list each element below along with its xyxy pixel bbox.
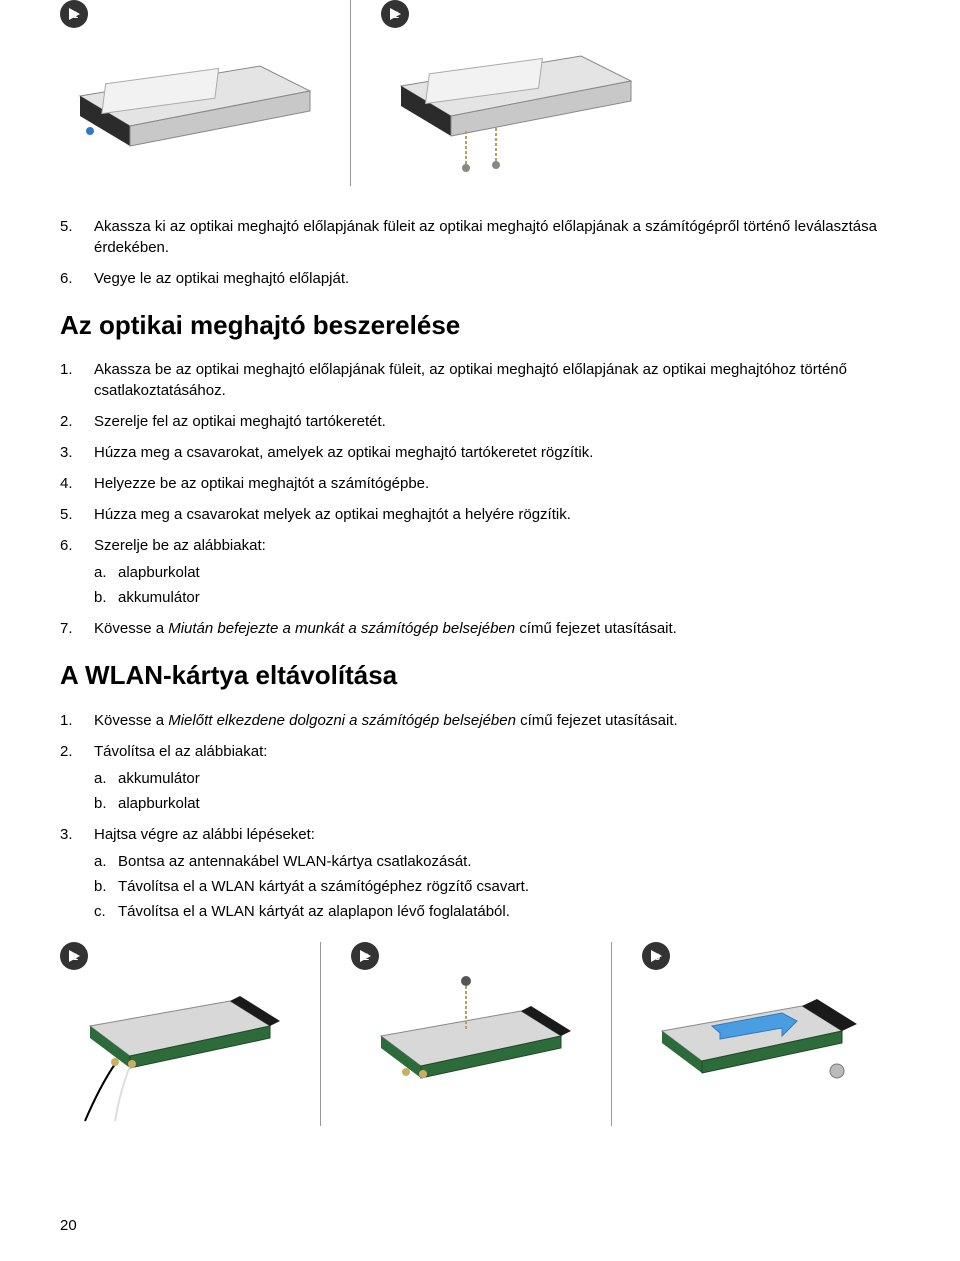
list-item: Szerelje fel az optikai meghajtó tartóke…: [60, 411, 900, 432]
figure-divider: [350, 0, 351, 186]
optical-drive-illustration-1: [60, 36, 320, 166]
list-item: Szerelje be az alábbiakat: alapburkolat …: [60, 535, 900, 608]
list-item: Húzza meg a csavarokat melyek az optikai…: [60, 504, 900, 525]
heading-remove-wlan: A WLAN-kártya eltávolítása: [60, 657, 900, 693]
instruction-text: Húzza meg a csavarokat, amelyek az optik…: [94, 444, 593, 461]
step-badge-1: 1: [60, 0, 88, 28]
instruction-text: Távolítsa el az alábbiakat:: [94, 743, 267, 760]
step-badge-b1: 1: [60, 942, 88, 970]
step-badge-2: 2: [381, 0, 409, 28]
wlan-illustration-1: [60, 976, 290, 1126]
instruction-text: Szerelje fel az optikai meghajtó tartóke…: [94, 413, 386, 430]
instruction-text: Hajtsa végre az alábbi lépéseket:: [94, 826, 315, 843]
instruction-list-c: Kövesse a Mielőtt elkezdene dolgozni a s…: [60, 710, 900, 922]
figure-wlan-card: 1 2 3: [60, 942, 900, 1126]
instruction-text: Akassza ki az optikai meghajtó előlapján…: [94, 218, 877, 256]
instruction-suffix: című fejezet utasításait.: [516, 712, 678, 729]
figure-panel-b3: 3: [642, 942, 872, 1126]
sub-list-item: Távolítsa el a WLAN kártyát a számítógép…: [94, 876, 900, 897]
sub-list-item: Távolítsa el a WLAN kártyát az alaplapon…: [94, 901, 900, 922]
instruction-text: Szerelje be az alábbiakat:: [94, 537, 266, 554]
sub-list-item: alapburkolat: [94, 562, 900, 583]
sub-text: akkumulátor: [118, 589, 200, 606]
badge-number-2: 2: [394, 10, 399, 20]
sub-text: akkumulátor: [118, 770, 200, 787]
list-item: Helyezze be az optikai meghajtót a számí…: [60, 473, 900, 494]
instruction-text: Vegye le az optikai meghajtó előlapját.: [94, 270, 349, 287]
wlan-illustration-3: [642, 976, 872, 1126]
sub-text: Bontsa az antennakábel WLAN-kártya csatl…: [118, 853, 472, 870]
optical-drive-illustration-2: [381, 36, 641, 186]
instruction-text: Húzza meg a csavarokat melyek az optikai…: [94, 506, 571, 523]
wlan-illustration-2: [351, 976, 581, 1126]
page-number: 20: [60, 1215, 77, 1236]
list-item: Hajtsa végre az alábbi lépéseket: Bontsa…: [60, 824, 900, 922]
figure-panel-b2: 2: [351, 942, 581, 1126]
instruction-text: Helyezze be az optikai meghajtót a számí…: [94, 475, 429, 492]
sub-list-item: akkumulátor: [94, 768, 900, 789]
figure-divider: [320, 942, 321, 1126]
instruction-text: Akassza be az optikai meghajtó előlapján…: [94, 361, 847, 399]
instruction-prefix: Kövesse a: [94, 712, 168, 729]
sub-list-item: alapburkolat: [94, 793, 900, 814]
sub-list-item: akkumulátor: [94, 587, 900, 608]
instruction-list-b: Akassza be az optikai meghajtó előlapján…: [60, 359, 900, 639]
list-item: Vegye le az optikai meghajtó előlapját.: [60, 268, 900, 289]
step-badge-b3: 3: [642, 942, 670, 970]
list-item: Távolítsa el az alábbiakat: akkumulátor …: [60, 741, 900, 814]
badge-number-1: 1: [73, 10, 78, 20]
instruction-suffix: című fejezet utasításait.: [515, 620, 677, 637]
instruction-list-a: Akassza ki az optikai meghajtó előlapján…: [60, 216, 900, 289]
figure-panel-2: 2: [381, 0, 641, 186]
svg-text:3: 3: [655, 952, 660, 962]
sub-list: akkumulátor alapburkolat: [94, 768, 900, 814]
heading-install-optical: Az optikai meghajtó beszerelése: [60, 307, 900, 343]
sub-list: Bontsa az antennakábel WLAN-kártya csatl…: [94, 851, 900, 922]
list-item: Akassza be az optikai meghajtó előlapján…: [60, 359, 900, 401]
figure-divider: [611, 942, 612, 1126]
sub-list-item: Bontsa az antennakábel WLAN-kártya csatl…: [94, 851, 900, 872]
svg-text:2: 2: [364, 952, 369, 962]
sub-text: alapburkolat: [118, 564, 200, 581]
sub-text: Távolítsa el a WLAN kártyát a számítógép…: [118, 878, 529, 895]
list-item: Kövesse a Miután befejezte a munkát a sz…: [60, 618, 900, 639]
instruction-italic: Miután befejezte a munkát a számítógép b…: [168, 620, 515, 637]
figure-optical-drive: 1 2: [60, 0, 900, 186]
figure-panel-1: 1: [60, 0, 320, 166]
step-badge-b2: 2: [351, 942, 379, 970]
sub-text: alapburkolat: [118, 795, 200, 812]
list-item: Akassza ki az optikai meghajtó előlapján…: [60, 216, 900, 258]
sub-list: alapburkolat akkumulátor: [94, 562, 900, 608]
list-item: Húzza meg a csavarokat, amelyek az optik…: [60, 442, 900, 463]
list-item: Kövesse a Mielőtt elkezdene dolgozni a s…: [60, 710, 900, 731]
sub-text: Távolítsa el a WLAN kártyát az alaplapon…: [118, 903, 510, 920]
instruction-prefix: Kövesse a: [94, 620, 168, 637]
figure-panel-b1: 1: [60, 942, 290, 1126]
svg-text:1: 1: [73, 952, 78, 962]
instruction-italic: Mielőtt elkezdene dolgozni a számítógép …: [168, 712, 516, 729]
